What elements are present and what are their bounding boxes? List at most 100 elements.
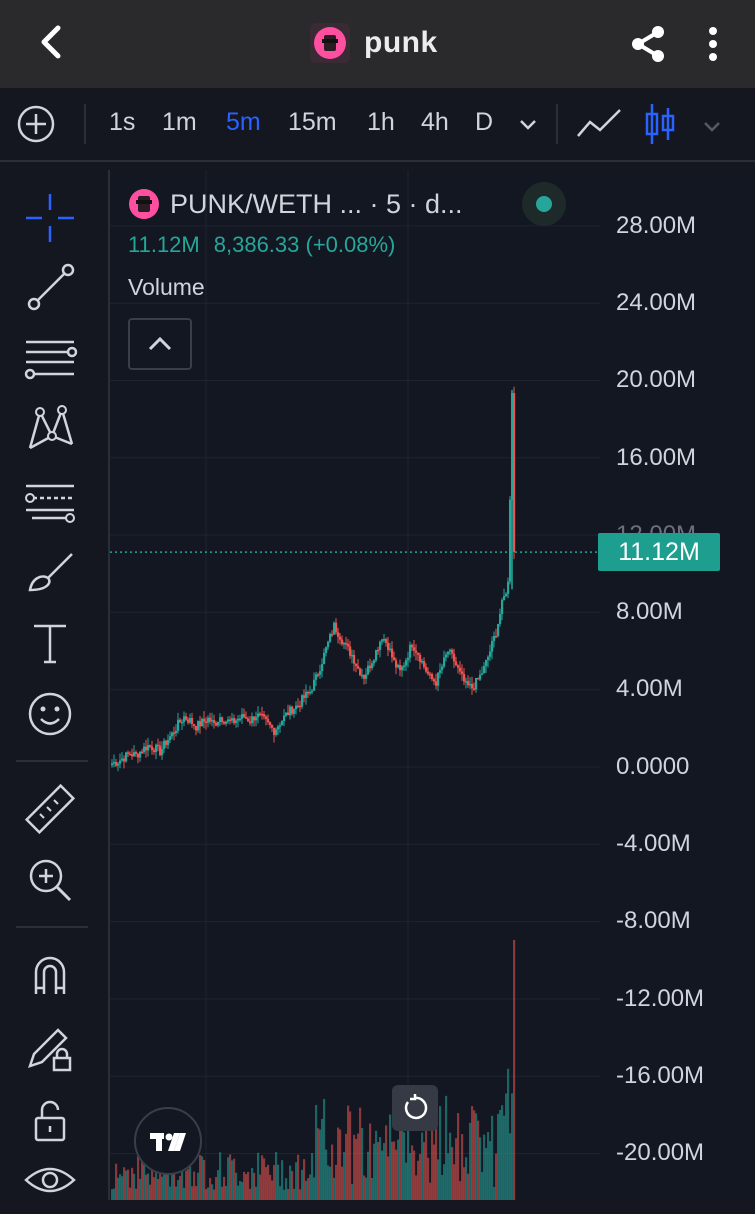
toolbar-divider <box>556 104 558 144</box>
back-button[interactable] <box>30 20 74 64</box>
candle-body <box>337 632 340 637</box>
lock-drawings-tool[interactable] <box>22 1022 78 1078</box>
ruler-tool[interactable] <box>22 782 78 838</box>
tradingview-logo[interactable] <box>134 1107 202 1175</box>
volume-bar <box>499 1109 502 1200</box>
collapse-legend-button[interactable] <box>128 318 192 370</box>
volume-bar <box>279 1186 282 1200</box>
candle-body <box>297 705 300 708</box>
punk-logo-icon <box>310 23 350 63</box>
candle-body <box>165 740 168 745</box>
token-title[interactable]: punk <box>310 18 438 68</box>
timeframe-4h[interactable]: 4h <box>421 108 449 136</box>
candle-body <box>381 639 384 642</box>
chart-type-dropdown[interactable] <box>700 114 724 138</box>
volume-bar <box>293 1188 296 1200</box>
volume-bar <box>205 1189 208 1200</box>
prediction-tool[interactable] <box>22 472 78 528</box>
volume-bar <box>389 1114 392 1200</box>
crosshair-icon <box>26 194 74 242</box>
volume-bar <box>329 1166 332 1200</box>
candle-body <box>403 665 406 668</box>
timeframe-1m[interactable]: 1m <box>162 108 197 136</box>
magnet-tool[interactable] <box>22 948 78 1004</box>
candle-body <box>287 712 290 716</box>
volume-bar <box>353 1134 356 1200</box>
ruler-icon <box>24 783 76 835</box>
pattern-tool[interactable] <box>22 400 78 456</box>
y-axis-label: 24.00M <box>616 289 697 316</box>
candle-body <box>263 714 266 717</box>
volume-bar <box>321 1118 324 1200</box>
volume-bar <box>481 1171 484 1200</box>
volume-bar <box>285 1178 288 1200</box>
volume-bar <box>143 1164 146 1200</box>
candle-body <box>353 654 356 664</box>
candle-body <box>383 639 386 641</box>
candle-chart-type-button[interactable] <box>644 102 676 146</box>
timeframe-1s[interactable]: 1s <box>109 108 136 136</box>
volume-bar <box>309 1174 312 1200</box>
volume-bar <box>339 1129 342 1200</box>
candle-body <box>373 660 376 664</box>
timeframe-d[interactable]: D <box>475 108 494 136</box>
y-axis-label: -16.00M <box>616 1062 705 1089</box>
candle-body <box>133 752 136 757</box>
candle-body <box>307 691 310 694</box>
candle-body <box>397 664 400 668</box>
lock-tool[interactable] <box>22 1092 78 1148</box>
candle-body <box>321 664 324 672</box>
volume-bar <box>115 1163 118 1200</box>
volume-bar <box>325 1149 328 1200</box>
price-chart[interactable] <box>110 170 755 1200</box>
brush-tool[interactable] <box>22 544 78 600</box>
line-chart-type-button[interactable] <box>576 106 624 142</box>
timeframe-15m[interactable]: 15m <box>288 108 337 136</box>
reset-chart-button[interactable] <box>392 1085 438 1131</box>
symbol-label: PUNK/WETH ... · 5 · d... <box>170 188 463 219</box>
horizontal-lines-tool[interactable] <box>22 330 78 386</box>
share-icon <box>632 26 664 62</box>
page-title: punk <box>364 26 438 59</box>
candle-body <box>147 745 150 751</box>
volume-bar <box>191 1186 194 1200</box>
volume-bar <box>493 1186 496 1200</box>
emoji-tool[interactable] <box>22 686 78 742</box>
forecast-lines-icon <box>25 484 75 523</box>
volume-bar <box>467 1173 470 1200</box>
market-status-button[interactable] <box>522 182 566 226</box>
volume-bar <box>465 1157 468 1200</box>
add-indicator-button[interactable] <box>16 104 56 144</box>
timeframe-1h[interactable]: 1h <box>367 108 395 136</box>
text-tool[interactable] <box>22 616 78 672</box>
trend-line-tool[interactable] <box>22 260 78 316</box>
candle-body <box>443 657 446 667</box>
candle-body <box>341 639 344 645</box>
timeframe-dropdown[interactable] <box>516 112 540 136</box>
candle-body <box>251 716 254 724</box>
toolbar-divider <box>16 926 88 928</box>
candle-body <box>305 691 308 698</box>
candle-body <box>245 717 248 719</box>
more-options-button[interactable] <box>698 22 728 66</box>
visibility-tool[interactable] <box>22 1158 78 1214</box>
symbol-legend[interactable]: PUNK/WETH ... · 5 · d... <box>128 184 463 224</box>
candle-body <box>221 717 224 723</box>
volume-bar <box>155 1165 158 1200</box>
volume-bar <box>483 1134 486 1200</box>
crosshair-tool[interactable] <box>22 190 78 246</box>
candle-body <box>447 651 450 655</box>
candle-body <box>323 652 326 665</box>
chart-pane[interactable] <box>108 170 755 1200</box>
volume-bar <box>345 1133 348 1200</box>
candle-body <box>239 718 242 721</box>
zoom-tool[interactable] <box>22 852 78 908</box>
indicator-label[interactable]: Volume <box>128 274 205 300</box>
candle-body <box>439 670 442 673</box>
volume-bar <box>301 1169 304 1200</box>
share-button[interactable] <box>626 22 670 66</box>
candle-body <box>347 643 350 647</box>
volume-bar <box>311 1153 314 1200</box>
timeframe-5m[interactable]: 5m <box>226 108 261 136</box>
candle-body <box>129 753 132 756</box>
